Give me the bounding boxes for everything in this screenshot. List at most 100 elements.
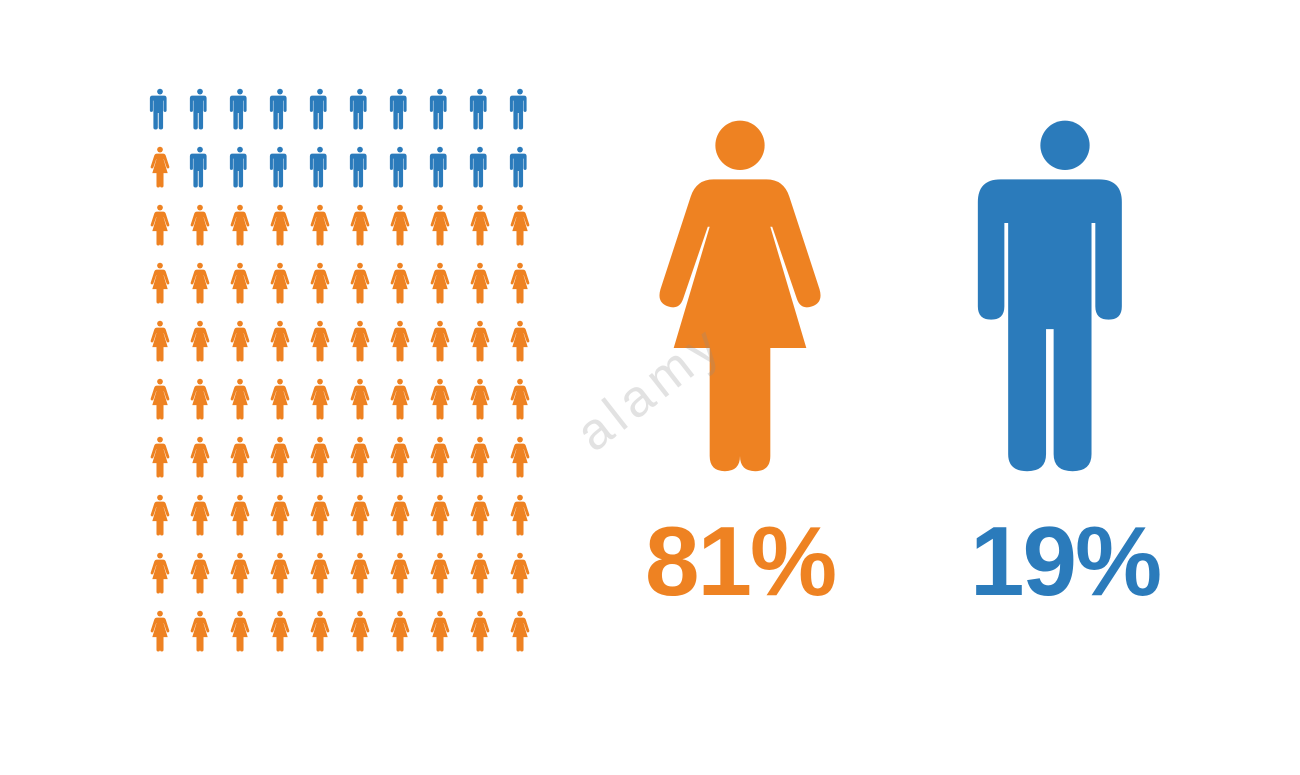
grid-female-icon	[380, 196, 420, 254]
grid-female-icon	[340, 312, 380, 370]
grid-female-icon	[420, 602, 460, 660]
grid-female-icon	[500, 428, 540, 486]
female-percent-label: 81%	[645, 505, 835, 618]
grid-female-icon	[420, 196, 460, 254]
grid-male-icon	[380, 80, 420, 138]
grid-male-icon	[420, 138, 460, 196]
grid-female-icon	[220, 428, 260, 486]
grid-female-icon	[300, 254, 340, 312]
grid-female-icon	[180, 196, 220, 254]
grid-male-icon	[380, 138, 420, 196]
grid-female-icon	[380, 486, 420, 544]
grid-female-icon	[500, 370, 540, 428]
grid-female-icon	[340, 486, 380, 544]
grid-female-icon	[140, 370, 180, 428]
grid-male-icon	[300, 80, 340, 138]
grid-female-icon	[180, 544, 220, 602]
grid-female-icon	[500, 602, 540, 660]
grid-male-icon	[180, 80, 220, 138]
grid-female-icon	[140, 544, 180, 602]
pictogram-grid	[140, 80, 540, 660]
grid-female-icon	[180, 486, 220, 544]
grid-female-icon	[180, 602, 220, 660]
grid-female-icon	[140, 312, 180, 370]
grid-female-icon	[460, 370, 500, 428]
grid-female-icon	[460, 254, 500, 312]
grid-female-icon	[180, 312, 220, 370]
grid-female-icon	[260, 312, 300, 370]
grid-female-icon	[340, 370, 380, 428]
grid-female-icon	[380, 428, 420, 486]
grid-female-icon	[460, 196, 500, 254]
grid-female-icon	[500, 486, 540, 544]
grid-female-icon	[220, 370, 260, 428]
grid-female-icon	[300, 602, 340, 660]
grid-male-icon	[340, 138, 380, 196]
grid-female-icon	[140, 138, 180, 196]
grid-female-icon	[420, 544, 460, 602]
grid-female-icon	[140, 486, 180, 544]
grid-female-icon	[260, 544, 300, 602]
grid-female-icon	[260, 428, 300, 486]
grid-female-icon	[420, 428, 460, 486]
grid-female-icon	[420, 486, 460, 544]
grid-female-icon	[300, 428, 340, 486]
grid-female-icon	[140, 254, 180, 312]
grid-male-icon	[500, 138, 540, 196]
grid-female-icon	[500, 254, 540, 312]
grid-female-icon	[220, 602, 260, 660]
grid-female-icon	[380, 370, 420, 428]
grid-female-icon	[500, 312, 540, 370]
grid-male-icon	[140, 80, 180, 138]
grid-female-icon	[340, 428, 380, 486]
grid-female-icon	[460, 312, 500, 370]
grid-female-icon	[220, 486, 260, 544]
grid-female-icon	[260, 196, 300, 254]
grid-female-icon	[500, 544, 540, 602]
grid-male-icon	[500, 80, 540, 138]
grid-male-icon	[300, 138, 340, 196]
grid-male-icon	[420, 80, 460, 138]
grid-female-icon	[380, 312, 420, 370]
grid-male-icon	[260, 138, 300, 196]
grid-female-icon	[300, 544, 340, 602]
grid-female-icon	[260, 254, 300, 312]
grid-female-icon	[460, 486, 500, 544]
grid-female-icon	[300, 486, 340, 544]
grid-female-icon	[140, 196, 180, 254]
grid-female-icon	[220, 312, 260, 370]
grid-female-icon	[260, 486, 300, 544]
grid-female-icon	[300, 312, 340, 370]
grid-female-icon	[380, 254, 420, 312]
grid-female-icon	[460, 544, 500, 602]
grid-female-icon	[500, 196, 540, 254]
grid-female-icon	[460, 602, 500, 660]
grid-female-icon	[260, 602, 300, 660]
grid-male-icon	[220, 80, 260, 138]
grid-male-icon	[460, 80, 500, 138]
grid-male-icon	[180, 138, 220, 196]
grid-female-icon	[220, 544, 260, 602]
male-icon	[970, 115, 1160, 475]
grid-female-icon	[140, 428, 180, 486]
grid-male-icon	[260, 80, 300, 138]
grid-female-icon	[340, 544, 380, 602]
female-summary: 81%	[645, 115, 835, 618]
grid-female-icon	[180, 254, 220, 312]
grid-female-icon	[380, 544, 420, 602]
infographic-container: 81% 19% alamy	[0, 0, 1300, 775]
grid-female-icon	[420, 312, 460, 370]
grid-female-icon	[460, 428, 500, 486]
grid-female-icon	[420, 254, 460, 312]
grid-female-icon	[420, 370, 460, 428]
grid-female-icon	[340, 254, 380, 312]
grid-female-icon	[260, 370, 300, 428]
female-icon	[645, 115, 835, 475]
grid-female-icon	[340, 196, 380, 254]
grid-female-icon	[140, 602, 180, 660]
male-summary: 19%	[970, 115, 1160, 618]
grid-female-icon	[220, 196, 260, 254]
grid-female-icon	[180, 428, 220, 486]
grid-female-icon	[300, 196, 340, 254]
grid-female-icon	[180, 370, 220, 428]
